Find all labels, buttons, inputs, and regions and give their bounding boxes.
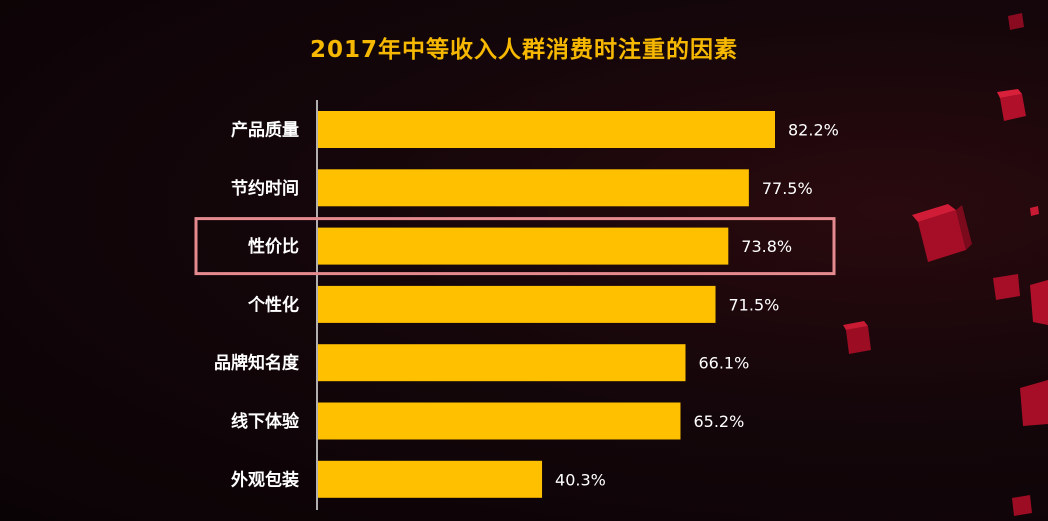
value-label-0: 82.2% <box>788 121 839 140</box>
cube-7 <box>1012 495 1032 516</box>
value-label-3: 71.5% <box>729 295 780 314</box>
cube-9 <box>1008 13 1024 30</box>
category-label-0: 产品质量 <box>231 120 299 141</box>
cube-1 <box>997 89 1026 121</box>
chart-title: 2017年中等收入人群消费时注重的因素 <box>309 37 738 63</box>
category-label-3: 个性化 <box>247 294 299 315</box>
category-label-5: 线下体验 <box>231 411 300 432</box>
cube-5 <box>843 321 871 354</box>
cube-6 <box>1020 380 1048 426</box>
bar-6 <box>318 460 543 498</box>
category-label-4: 品牌知名度 <box>214 353 300 374</box>
bar-3 <box>318 285 716 323</box>
bar-4 <box>318 344 686 382</box>
value-label-2: 73.8% <box>741 237 792 256</box>
highlight-box <box>194 217 836 276</box>
bar-1 <box>318 169 749 207</box>
value-label-5: 65.2% <box>693 412 744 431</box>
bar-2 <box>318 227 729 265</box>
cube-2 <box>912 204 972 262</box>
cube-3 <box>993 274 1020 300</box>
bar-0 <box>318 111 775 148</box>
category-label-2: 性价比 <box>248 236 299 257</box>
category-label-6: 外观包装 <box>231 469 299 490</box>
value-label-1: 77.5% <box>762 179 813 198</box>
value-label-4: 66.1% <box>698 354 749 373</box>
cube-8 <box>1030 206 1039 216</box>
value-label-6: 40.3% <box>555 470 606 489</box>
cube-4 <box>1030 280 1048 325</box>
bar-5 <box>318 402 681 440</box>
category-label-1: 节约时间 <box>231 178 299 199</box>
